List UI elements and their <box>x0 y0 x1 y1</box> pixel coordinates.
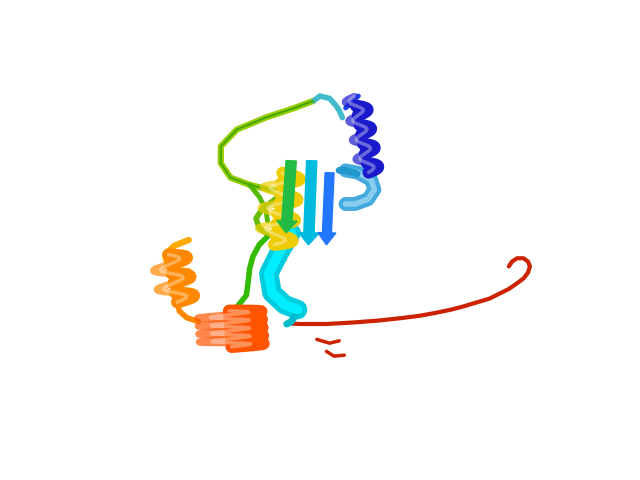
Polygon shape <box>318 233 336 245</box>
Polygon shape <box>304 161 317 233</box>
Polygon shape <box>276 220 297 233</box>
Polygon shape <box>299 233 319 245</box>
Polygon shape <box>323 173 334 233</box>
Polygon shape <box>282 161 296 221</box>
